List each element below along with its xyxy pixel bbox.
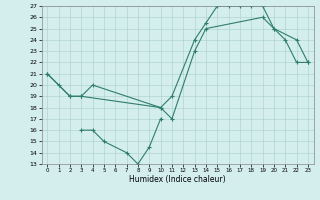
X-axis label: Humidex (Indice chaleur): Humidex (Indice chaleur) <box>129 175 226 184</box>
